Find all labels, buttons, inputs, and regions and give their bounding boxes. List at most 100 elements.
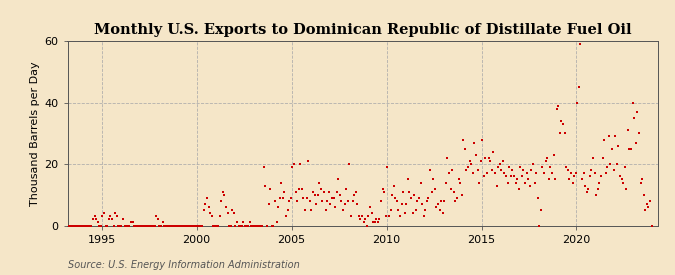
Point <box>265 186 275 191</box>
Point <box>594 180 605 185</box>
Point <box>645 199 655 203</box>
Point <box>462 165 473 169</box>
Point <box>163 223 174 228</box>
Point <box>159 223 169 228</box>
Point <box>513 186 524 191</box>
Point <box>493 165 504 169</box>
Point <box>134 223 144 228</box>
Point <box>583 186 594 191</box>
Point <box>626 147 637 151</box>
Point <box>474 180 485 185</box>
Point <box>581 189 592 194</box>
Point <box>431 205 442 209</box>
Point <box>209 223 220 228</box>
Point <box>547 171 558 175</box>
Point <box>246 223 256 228</box>
Point <box>567 180 578 185</box>
Point <box>186 223 196 228</box>
Point <box>392 199 402 203</box>
Point <box>252 223 263 228</box>
Point <box>154 223 165 228</box>
Point <box>349 192 360 197</box>
Point <box>243 223 254 228</box>
Point <box>205 211 215 215</box>
Point <box>314 180 325 185</box>
Point <box>361 223 372 228</box>
Point <box>453 177 464 182</box>
Point <box>90 217 101 222</box>
Point <box>276 180 287 185</box>
Point <box>241 223 252 228</box>
Point <box>487 168 497 172</box>
Point <box>640 208 651 212</box>
Point <box>335 192 346 197</box>
Point <box>108 223 119 228</box>
Point <box>167 223 178 228</box>
Point <box>116 223 127 228</box>
Point <box>306 208 317 212</box>
Point <box>250 223 261 228</box>
Point <box>244 220 255 225</box>
Point <box>383 214 394 218</box>
Point <box>151 214 162 218</box>
Point <box>217 189 228 194</box>
Point <box>135 223 146 228</box>
Point <box>632 110 643 114</box>
Point <box>520 180 531 185</box>
Point <box>593 186 603 191</box>
Point <box>208 223 219 228</box>
Point <box>322 199 333 203</box>
Point <box>227 208 238 212</box>
Point <box>148 223 159 228</box>
Point <box>222 211 233 215</box>
Point <box>86 223 97 228</box>
Point <box>521 171 532 175</box>
Point <box>267 223 277 228</box>
Point <box>364 205 375 209</box>
Point <box>138 223 149 228</box>
Point <box>221 205 232 209</box>
Point <box>608 168 619 172</box>
Point <box>117 217 128 222</box>
Point <box>561 165 572 169</box>
Point <box>488 150 499 154</box>
Point <box>580 183 591 188</box>
Y-axis label: Thousand Barrels per Day: Thousand Barrels per Day <box>30 61 40 206</box>
Point <box>180 223 190 228</box>
Point <box>290 189 301 194</box>
Point <box>586 168 597 172</box>
Point <box>301 196 312 200</box>
Point <box>614 174 625 178</box>
Point <box>238 220 248 225</box>
Point <box>181 223 192 228</box>
Point <box>400 211 410 215</box>
Point <box>575 42 586 46</box>
Point <box>450 199 461 203</box>
Point <box>533 196 543 200</box>
Point <box>273 205 284 209</box>
Point <box>416 202 427 206</box>
Point <box>101 223 111 228</box>
Point <box>554 131 565 136</box>
Point <box>282 208 293 212</box>
Point <box>497 159 508 163</box>
Point <box>558 122 568 126</box>
Point <box>528 162 539 166</box>
Point <box>274 196 285 200</box>
Point <box>344 162 355 166</box>
Point <box>426 189 437 194</box>
Point <box>187 223 198 228</box>
Point <box>190 223 201 228</box>
Point <box>304 199 315 203</box>
Point <box>178 223 188 228</box>
Point <box>303 159 314 163</box>
Point <box>489 171 500 175</box>
Point <box>639 192 649 197</box>
Point <box>535 208 546 212</box>
Point <box>494 162 505 166</box>
Point <box>613 144 624 148</box>
Point <box>506 174 516 178</box>
Point <box>496 168 507 172</box>
Text: Source: U.S. Energy Information Administration: Source: U.S. Energy Information Administ… <box>68 260 299 270</box>
Point <box>566 171 576 175</box>
